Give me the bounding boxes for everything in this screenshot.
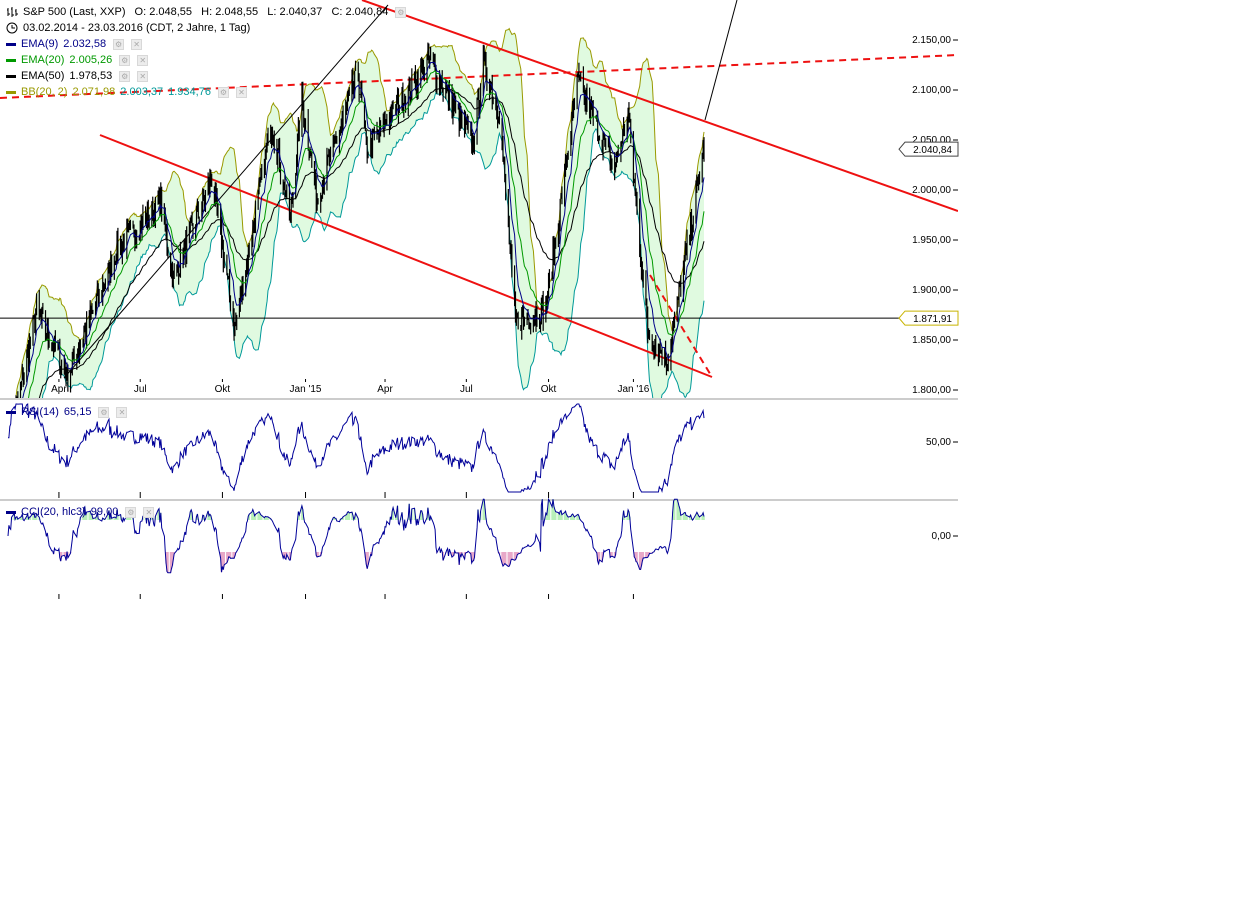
legend-swatch — [6, 90, 16, 94]
trend-line-short-dashed — [649, 274, 713, 378]
y-tick-label: 1.950,00 — [912, 235, 951, 246]
y-tick-label: 1.900,00 — [912, 285, 951, 296]
settings-button[interactable]: ⚙ — [395, 6, 407, 18]
rsi-swatch — [6, 410, 16, 414]
ema20-line — [28, 70, 705, 398]
y-tick-label: 2.150,00 — [912, 35, 951, 46]
legend-value: 2.005,26 — [69, 54, 113, 66]
legend-swatch — [6, 74, 16, 78]
legend-item: EMA(20) 2.005,26 ⚙ ✕ — [6, 53, 153, 67]
legend-value: 2.032,58 — [63, 38, 107, 50]
period-text: 03.02.2014 - 23.03.2016 (CDT, 2 Jahre, 1… — [23, 22, 251, 34]
rsi-line — [8, 403, 705, 494]
rsi-settings-button[interactable]: ⚙ — [98, 406, 110, 418]
legend-item: EMA(50) 1.978,53 ⚙ ✕ — [6, 69, 153, 83]
price-panel — [0, 0, 958, 398]
trend-line-black-up — [63, 4, 389, 379]
legend-value: 2.071,98 — [72, 86, 116, 98]
legend-close-button[interactable]: ✕ — [235, 86, 247, 98]
clock-icon — [6, 22, 18, 34]
header-row: S&P 500 (Last, XXP) O: 2.048,55 H: 2.048… — [6, 5, 411, 19]
cci-value: 99,00 — [90, 506, 119, 518]
x-tick-label: Jul — [134, 384, 147, 395]
trend-line-lower — [99, 134, 713, 378]
cci-close-button[interactable]: ✕ — [143, 506, 155, 518]
hline-price-badge-text: 1.871,91 — [913, 314, 952, 325]
x-tick-label: Jan '15 — [290, 384, 322, 395]
legend-value: 1.934,76 — [168, 86, 211, 98]
y-tick-label: 2.100,00 — [912, 85, 951, 96]
rsi-y-tick-label: 50,00 — [926, 437, 951, 448]
trend-line-black-steep — [704, 0, 738, 121]
cci-settings-button[interactable]: ⚙ — [125, 506, 137, 518]
last-price-badge — [898, 141, 959, 157]
legend-value: 1.978,53 — [69, 70, 113, 82]
hline-price-badge — [898, 310, 959, 326]
y-tick-label: 2.050,00 — [912, 135, 951, 146]
ema50-line — [38, 87, 705, 398]
trend-line-upper — [361, 0, 958, 212]
legend-settings-button[interactable]: ⚙ — [217, 86, 229, 98]
last-price-badge-text: 2.040,84 — [913, 145, 952, 156]
y-tick-label: 1.850,00 — [912, 335, 951, 346]
rsi-label: RSI(14) — [21, 406, 59, 418]
cci-line — [7, 497, 705, 574]
cci-y-tick-label: 0,00 — [932, 531, 952, 542]
legend-label: EMA(9) — [21, 38, 59, 50]
legend-value: 2.003,37 — [120, 86, 164, 98]
instrument-title: S&P 500 (Last, XXP) — [23, 6, 126, 18]
ohlc-values: O: 2.048,55 H: 2.048,55 L: 2.040,37 C: 2… — [134, 6, 389, 18]
rsi-value: 65,15 — [63, 406, 92, 418]
rsi-close-button[interactable]: ✕ — [116, 406, 128, 418]
legend-label: EMA(20) — [21, 54, 65, 66]
legend-settings-button[interactable]: ⚙ — [119, 54, 131, 66]
legend-label: EMA(50) — [21, 70, 65, 82]
x-tick-label: Okt — [541, 384, 557, 395]
ohlc-icon — [7, 7, 18, 17]
legend-swatch — [6, 58, 16, 62]
legend-swatch — [6, 42, 16, 46]
ema9-line — [22, 61, 705, 398]
cci-label: CCI(20, hlc3) — [21, 506, 86, 518]
x-tick-label: Jul — [460, 384, 473, 395]
legend-close-button[interactable]: ✕ — [137, 54, 149, 66]
x-tick-label: Okt — [215, 384, 231, 395]
legend-label: BB(20, 2) — [21, 86, 68, 98]
trend-line-dashed — [0, 54, 958, 99]
legend-settings-button[interactable]: ⚙ — [113, 38, 125, 50]
legend-close-button[interactable]: ✕ — [137, 70, 149, 82]
bollinger-lower — [42, 91, 705, 398]
legend-item: BB(20, 2) 2.071,98 2.003,37 1.934,76 ⚙ ✕ — [6, 85, 252, 99]
cci-swatch — [6, 510, 16, 514]
legend-close-button[interactable]: ✕ — [131, 38, 143, 50]
x-tick-label: Jan '16 — [617, 384, 649, 395]
cci-legend: CCI(20, hlc3) 99,00 ⚙ ✕ — [6, 505, 159, 519]
legend-settings-button[interactable]: ⚙ — [119, 70, 131, 82]
legend-item: EMA(9) 2.032,58 ⚙ ✕ — [6, 37, 147, 51]
rsi-legend: RSI(14) 65,15 ⚙ ✕ — [6, 405, 132, 419]
x-tick-label: Apr — [51, 384, 67, 395]
y-tick-label: 2.000,00 — [912, 185, 951, 196]
y-tick-label: 1.800,00 — [912, 385, 951, 396]
x-tick-label: Apr — [377, 384, 393, 395]
period-row: 03.02.2014 - 23.03.2016 (CDT, 2 Jahre, 1… — [6, 21, 255, 35]
